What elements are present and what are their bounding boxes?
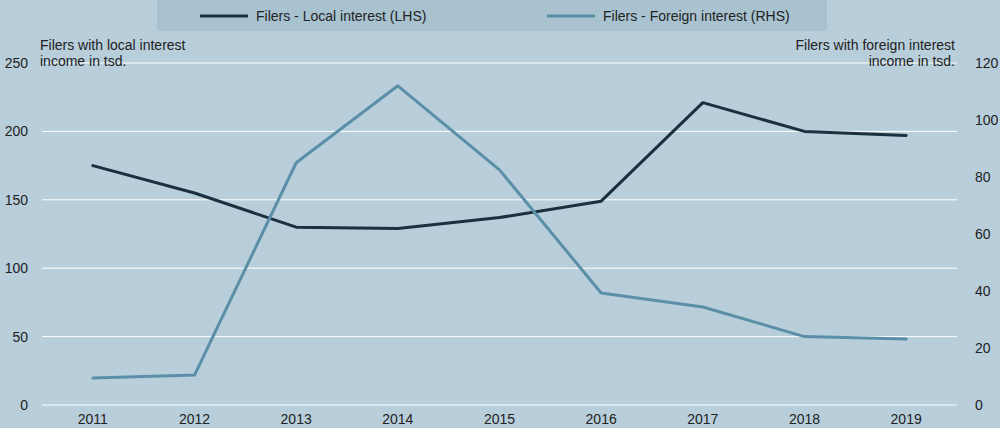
- y2-tick-label: 120: [975, 55, 999, 71]
- y2-tick-label: 60: [975, 226, 991, 242]
- x-tick-label: 2015: [484, 411, 515, 427]
- y-tick-label: 250: [5, 55, 29, 71]
- y-axis-label: Filers with local interestincome in tsd.: [40, 37, 186, 69]
- legend-box: [157, 0, 827, 31]
- y2-tick-label: 40: [975, 283, 991, 299]
- series-line: [93, 103, 906, 229]
- series-line: [93, 86, 906, 378]
- grid-line: [42, 405, 957, 406]
- y2-tick: [957, 348, 961, 349]
- chart: 0 50 100 150 200 250 0 20 40 60 80 100 120 2011 2012 20…: [0, 0, 1000, 428]
- y-tick-label: 0: [20, 397, 28, 413]
- y2-tick: [957, 291, 961, 292]
- y2-tick-label: 80: [975, 169, 991, 185]
- x-tick-label: 2013: [281, 411, 312, 427]
- y2-tick: [957, 234, 961, 235]
- y2-tick: [957, 120, 961, 121]
- grid-line: [42, 63, 957, 64]
- legend-label: Filers - Foreign interest (RHS): [603, 8, 790, 24]
- x-tick-label: 2011: [78, 411, 108, 427]
- y2-tick: [957, 63, 961, 64]
- y-tick-label: 150: [5, 192, 29, 208]
- y-tick-label: 50: [12, 329, 28, 345]
- y-tick-label: 100: [5, 260, 29, 276]
- plot-area: [93, 86, 906, 378]
- y2-tick: [957, 177, 961, 178]
- legend-swatch: [547, 15, 595, 18]
- y-tick-label: 200: [5, 123, 29, 139]
- grid-line: [42, 268, 957, 269]
- x-tick-label: 2018: [789, 411, 820, 427]
- y2-tick: [957, 405, 961, 406]
- legend-label: Filers - Local interest (LHS): [256, 8, 426, 24]
- background: [0, 0, 1000, 428]
- y2-tick-label: 0: [975, 397, 983, 413]
- x-tick-label: 2016: [586, 411, 617, 427]
- x-tick-label: 2012: [179, 411, 210, 427]
- legend-swatch: [200, 15, 248, 18]
- y2-tick-label: 100: [975, 112, 999, 128]
- y2-axis-label: Filers with foreign interestincome in ts…: [795, 37, 955, 69]
- x-tick-label: 2014: [382, 411, 413, 427]
- y2-tick-label: 20: [975, 340, 991, 356]
- x-tick-label: 2017: [687, 411, 718, 427]
- x-tick-label: 2019: [891, 411, 922, 427]
- grid-line: [42, 199, 957, 200]
